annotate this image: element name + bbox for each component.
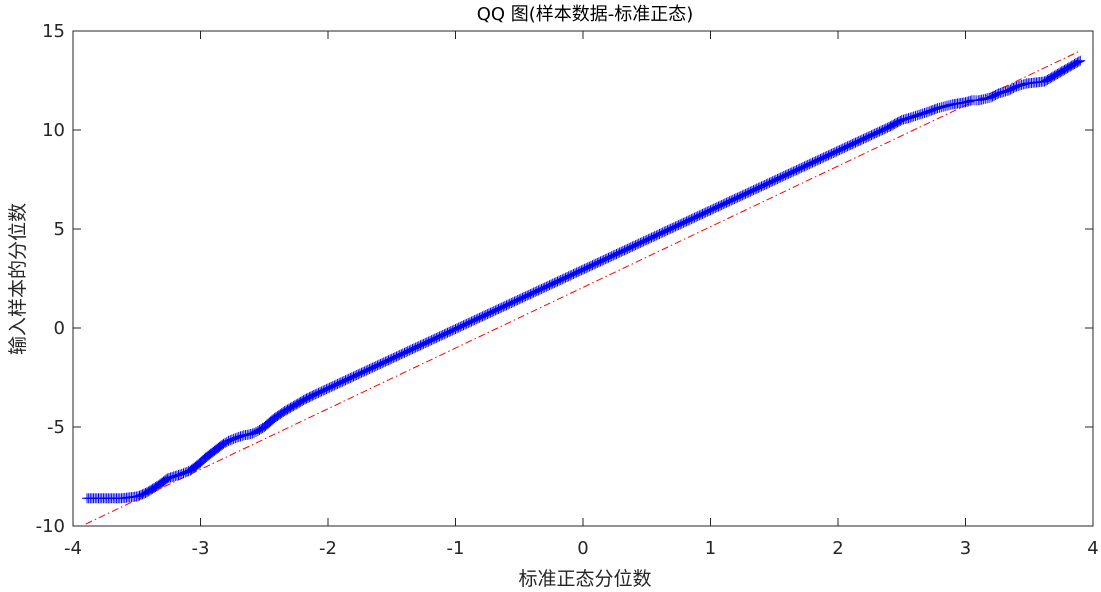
x-tick-label: -3 [192,538,210,559]
series-0 [82,55,1086,504]
x-tick-label: -1 [447,538,465,559]
x-tick-label: 2 [832,538,843,559]
x-tick-label: 0 [577,538,588,559]
reference-line [85,50,1081,525]
plot-background [73,31,1093,526]
x-tick-label: -2 [319,538,337,559]
y-tick-label: 15 [42,21,65,42]
y-tick-label: 0 [54,318,65,339]
y-tick-label: 5 [54,219,65,240]
data-point [1075,55,1086,66]
x-tick-label: 3 [960,538,971,559]
reference-line-group [85,50,1081,525]
y-tick-label: -10 [36,516,65,537]
data-markers [82,55,1086,504]
x-tick-label: 4 [1087,538,1098,559]
chart-title: QQ 图(样本数据-标准正态) [477,4,694,25]
x-tick-label: -4 [64,538,82,559]
x-axis-title: 标准正态分位数 [518,568,651,590]
x-tick-label: 1 [705,538,716,559]
y-tick-label: -5 [47,417,65,438]
y-tick-label: 10 [42,120,65,141]
data-point [1073,56,1084,67]
y-axis-title: 输入样本的分位数 [7,203,29,355]
plot-area [73,31,1093,526]
data-point [159,475,170,486]
